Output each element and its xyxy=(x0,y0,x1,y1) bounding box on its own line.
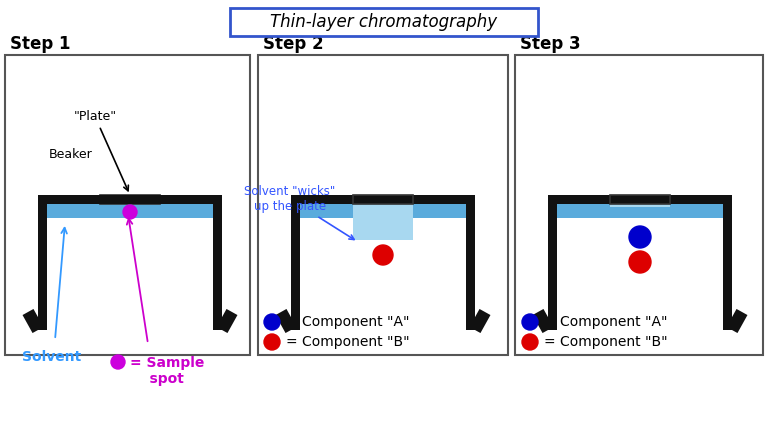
Bar xyxy=(610,195,670,204)
Circle shape xyxy=(629,251,651,273)
Bar xyxy=(100,195,160,204)
Bar xyxy=(258,55,508,355)
Bar xyxy=(353,195,413,204)
Bar xyxy=(230,8,538,36)
Bar xyxy=(548,195,557,330)
Circle shape xyxy=(522,334,538,350)
Text: Step 1: Step 1 xyxy=(10,35,71,53)
Bar xyxy=(5,55,250,355)
Text: "Plate": "Plate" xyxy=(74,110,128,191)
Text: Solvent: Solvent xyxy=(22,350,81,364)
Circle shape xyxy=(522,314,538,330)
Bar xyxy=(38,195,222,204)
Bar xyxy=(213,195,222,330)
Bar xyxy=(723,195,732,330)
Text: Solvent "wicks"
up the plate: Solvent "wicks" up the plate xyxy=(244,185,354,239)
Bar xyxy=(300,195,466,218)
Text: = Component "A": = Component "A" xyxy=(286,315,409,329)
Bar xyxy=(515,55,763,355)
Bar xyxy=(353,195,413,240)
Circle shape xyxy=(629,226,651,248)
Bar xyxy=(38,195,47,330)
Bar xyxy=(291,195,475,204)
Circle shape xyxy=(373,245,393,265)
Circle shape xyxy=(111,355,125,369)
Bar xyxy=(353,204,413,240)
Text: = Component "B": = Component "B" xyxy=(544,335,667,349)
Bar xyxy=(548,195,732,204)
Circle shape xyxy=(264,334,280,350)
Text: Step 3: Step 3 xyxy=(520,35,581,53)
Bar xyxy=(291,195,300,330)
Bar xyxy=(557,195,723,218)
Text: Step 2: Step 2 xyxy=(263,35,323,53)
Bar xyxy=(47,195,213,218)
Bar xyxy=(610,204,670,207)
Text: Thin-layer chromatography: Thin-layer chromatography xyxy=(270,13,498,31)
Text: = Component "B": = Component "B" xyxy=(286,335,409,349)
Bar xyxy=(610,195,670,207)
Circle shape xyxy=(264,314,280,330)
Circle shape xyxy=(123,205,137,219)
Text: = Component "A": = Component "A" xyxy=(544,315,667,329)
Bar xyxy=(466,195,475,330)
Text: = Sample
    spot: = Sample spot xyxy=(130,356,204,386)
Text: Beaker: Beaker xyxy=(49,148,93,161)
